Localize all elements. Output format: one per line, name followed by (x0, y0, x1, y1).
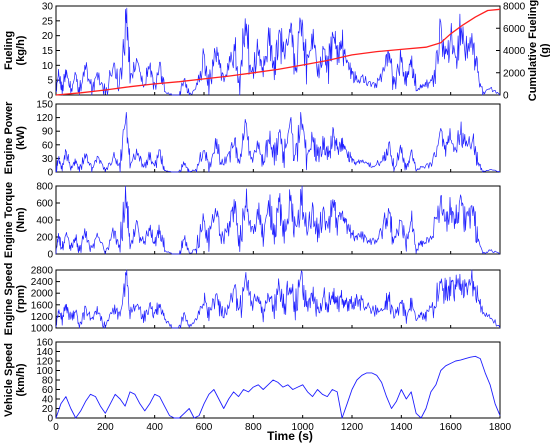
y-tick-label: 100 (36, 366, 53, 377)
x-tick-label: 0 (53, 422, 59, 433)
y-tick-label: 10 (42, 61, 54, 72)
y-tick-label: 400 (36, 216, 53, 227)
y2-axis-title-line: Cumulative Fueling (527, 0, 539, 101)
y-tick-label: 600 (36, 199, 53, 210)
y-tick-label: 120 (36, 357, 53, 368)
series-line (55, 185, 501, 255)
y-axis-title-line: Engine Torque (3, 182, 15, 258)
panels-layer: 051015202530Fueling(kg/h)020004000600080… (3, 0, 550, 425)
y-tick-label: 0 (47, 168, 53, 179)
y-axis-title-line: Engine Power (3, 101, 15, 174)
x-tick-label: 1600 (440, 422, 463, 433)
plot-frame (55, 103, 501, 173)
y-tick-label: 1200 (31, 312, 54, 323)
series-line (55, 269, 501, 329)
x-tick-label: 1800 (489, 422, 512, 433)
y-axis-title-line: Fueling (3, 31, 15, 70)
y-axis-title-line: (kg/h) (15, 35, 27, 65)
y-tick-label: 30 (42, 154, 54, 165)
cumulative-fueling-line (55, 8, 501, 96)
y-tick-label: 2800 (31, 266, 54, 277)
y-axis-title: Engine Torque(Nm) (3, 182, 27, 258)
y-tick-label: 60 (42, 140, 54, 151)
y2-tick-label: 6000 (503, 24, 526, 35)
y-tick-label: 150 (36, 100, 53, 111)
y-axis-title-line: Vehicle Speed (3, 343, 15, 417)
y2-tick-label: 4000 (503, 46, 526, 57)
y-tick-label: 20 (42, 31, 54, 42)
y2-axis-title: Cumulative Fueling(g) (527, 0, 550, 101)
panel-2: 0 30 60 90 120 150 Engine Power(kW) (3, 100, 501, 179)
y-axis-title-line: Engine Speed (3, 263, 15, 336)
y-tick-label: 0 (47, 91, 53, 102)
x-tick-label: 1400 (390, 422, 413, 433)
y-tick-label: 140 (36, 347, 53, 358)
series-line (55, 111, 501, 173)
y-axis-title: Engine Speed(rpm) (3, 263, 27, 336)
y-tick-label: 200 (36, 233, 53, 244)
y-tick-label: 2400 (31, 277, 54, 288)
x-tick-label: 1000 (292, 422, 315, 433)
y-tick-label: 30 (42, 2, 54, 13)
y-tick-label: 1000 (31, 324, 54, 335)
y-tick-label: 120 (36, 113, 53, 124)
y-axis-title: Engine Power(kW) (3, 101, 27, 174)
y-tick-label: 0 (47, 250, 53, 261)
x-tick-label: 200 (97, 422, 114, 433)
y-tick-label: 5 (47, 76, 53, 87)
shared-x-axis: 0 200 400 600 800 1000 1200 1400 1600 1800 (53, 422, 511, 433)
y-tick-label: 2000 (31, 289, 54, 300)
y-tick-label: 0 (47, 414, 53, 425)
y2-tick-label: 2000 (503, 68, 526, 79)
panel-3: 0 200 400 600 800 Engine Torque(Nm) (3, 182, 501, 261)
y-axis-title: Fueling(kg/h) (3, 31, 27, 70)
x-tick-label: 800 (245, 422, 262, 433)
y-tick-label: 800 (36, 182, 53, 193)
y-axis-title: Vehicle Speed(km/h) (3, 343, 27, 417)
y-axis-title-line: (kW) (15, 126, 27, 150)
x-tick-label: 400 (146, 422, 163, 433)
x-axis-title: Time (s) (267, 429, 313, 443)
y-tick-label: 25 (42, 16, 54, 27)
y2-axis-title-line: (g) (539, 43, 550, 57)
y-tick-label: 1600 (31, 300, 54, 311)
y2-tick-label: 8000 (503, 2, 526, 13)
y-tick-label: 90 (42, 127, 54, 138)
series-line (55, 7, 501, 96)
panel-1: 0 5 10 15 20 25 30 Fueling(kg/h) 0 2000 4000 6000 80… (3, 0, 550, 102)
y-axis-title-line: (rpm) (15, 285, 27, 313)
y-tick-label: 60 (42, 385, 54, 396)
y-axis-title-line: (Nm) (15, 207, 27, 232)
series-line (55, 355, 501, 419)
x-tick-label: 1200 (341, 422, 364, 433)
y2-tick-label: 0 (503, 91, 509, 102)
x-tick-label: 600 (196, 422, 213, 433)
y-tick-label: 40 (42, 395, 54, 406)
plot-frame (55, 269, 501, 329)
plot-frame (55, 341, 501, 419)
y-axis-title-line: (km/h) (15, 363, 27, 396)
y-tick-label: 160 (36, 338, 53, 349)
y-tick-label: 80 (42, 376, 54, 387)
y-tick-label: 15 (42, 46, 54, 57)
y-tick-label: 20 (42, 404, 54, 415)
